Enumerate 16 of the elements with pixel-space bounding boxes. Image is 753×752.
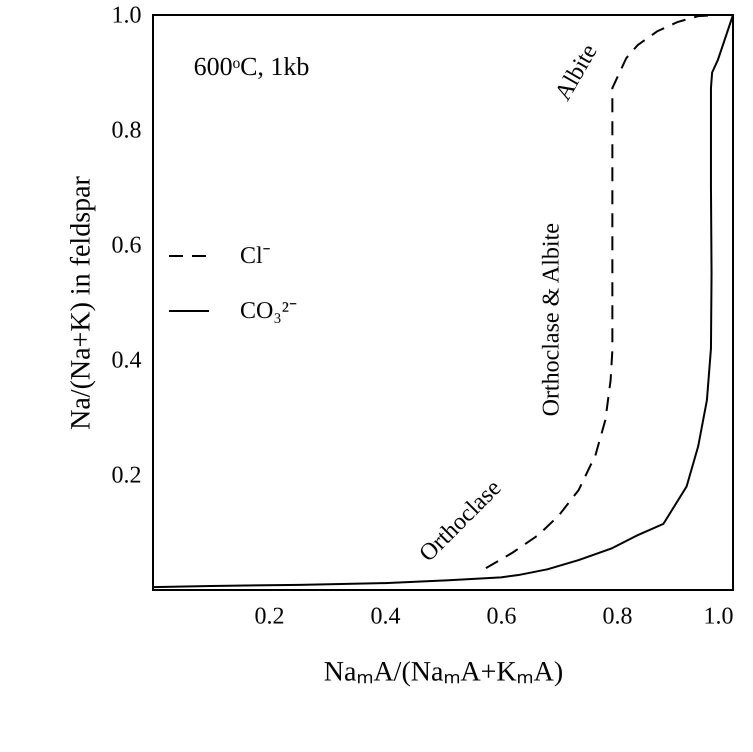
annotation: 600ᵒC, 1kb [194, 52, 310, 81]
annotation: Orthoclase & Albite [538, 223, 564, 416]
y-tick-label: 0.6 [112, 232, 142, 258]
y-tick-label: 0.4 [112, 348, 142, 374]
y-tick-label: 1.0 [112, 2, 142, 28]
x-tick-label: 1.0 [704, 604, 734, 630]
y-tick-label: 0.2 [112, 462, 142, 488]
legend-label: Cl⁻ [240, 243, 271, 269]
y-axis-title: Na/(Na+K) in feldspar [66, 175, 96, 430]
y-tick-label: 0.8 [112, 118, 142, 144]
x-tick-label: 0.2 [254, 604, 284, 630]
x-tick-label: 0.8 [602, 604, 632, 630]
x-axis-title: NaₘA/(NaₘA+KₘA) [324, 656, 564, 688]
legend-label: CO₃²⁻ [240, 298, 297, 324]
x-tick-label: 0.4 [370, 604, 400, 630]
x-tick-label: 0.6 [486, 604, 516, 630]
